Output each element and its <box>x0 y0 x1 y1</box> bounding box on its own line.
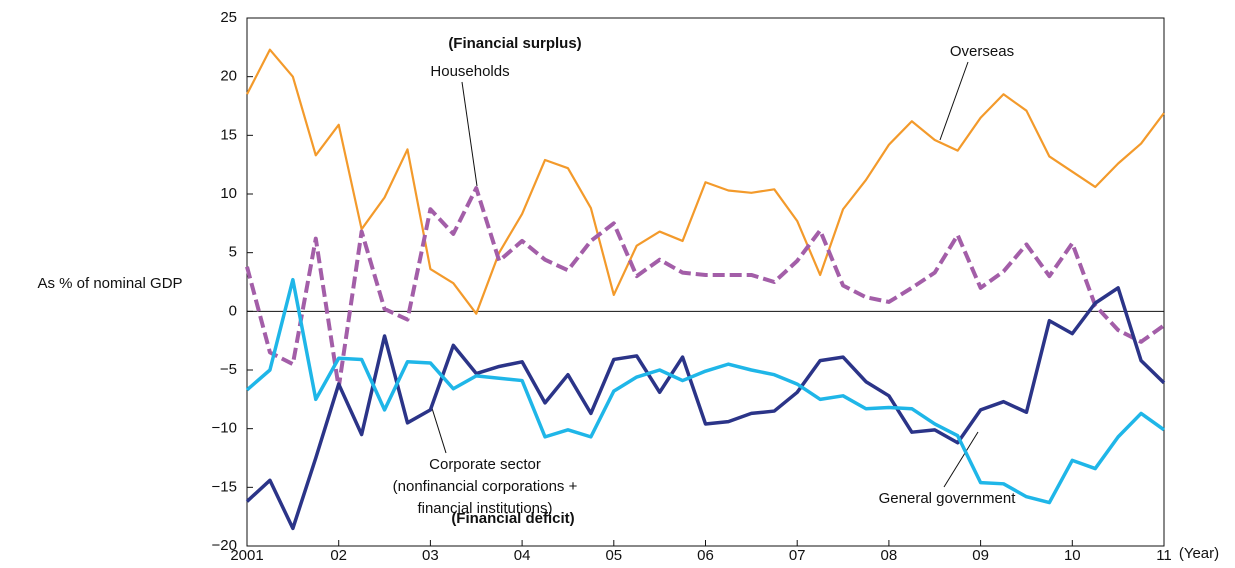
leader-line <box>461 81 478 187</box>
annotation: financial institutions) <box>417 500 552 517</box>
series-line <box>245 286 1166 531</box>
y-tick-label: 10 <box>220 185 237 202</box>
series-label: General government <box>879 490 1017 507</box>
x-tick-label: 03 <box>422 547 439 564</box>
series-line <box>245 186 1166 390</box>
series-label: Households <box>430 63 509 80</box>
y-tick-label: 20 <box>220 68 237 85</box>
x-tick-label: 08 <box>881 547 898 564</box>
x-axis-label: (Year) <box>1179 545 1219 562</box>
series-line <box>245 277 1166 505</box>
series-label: Overseas <box>950 43 1014 60</box>
annotation: (nonfinancial corporations + <box>393 478 578 495</box>
plot-frame <box>246 17 1165 547</box>
y-tick-label: −5 <box>220 361 237 378</box>
leader-line <box>943 431 979 488</box>
x-tick-label: 09 <box>972 547 989 564</box>
x-tick-label: 06 <box>697 547 714 564</box>
series-label: Corporate sector <box>429 456 541 473</box>
y-tick-label: 15 <box>220 126 237 143</box>
x-tick-label: 10 <box>1064 547 1081 564</box>
leader-line <box>430 404 447 454</box>
y-tick-label: −10 <box>212 420 237 437</box>
annotation: (Financial surplus) <box>448 35 581 52</box>
y-tick-label: 0 <box>229 302 237 319</box>
y-tick-label: −15 <box>212 478 237 495</box>
x-tick-label: 07 <box>789 547 806 564</box>
x-tick-label: 2001 <box>230 547 263 564</box>
y-tick-label: −20 <box>212 537 237 554</box>
x-tick-label: 04 <box>514 547 531 564</box>
series-line <box>246 48 1165 315</box>
y-tick-label: 25 <box>220 9 237 26</box>
annotation: (Financial deficit) <box>451 510 574 527</box>
x-tick-label: 11 <box>1156 547 1172 564</box>
leader-line <box>939 61 969 141</box>
y-tick-label: 5 <box>229 244 237 261</box>
x-tick-label: 05 <box>605 547 622 564</box>
y-axis-label: As % of nominal GDP <box>37 275 182 292</box>
leader-lines <box>430 61 979 488</box>
x-tick-label: 02 <box>330 547 347 564</box>
